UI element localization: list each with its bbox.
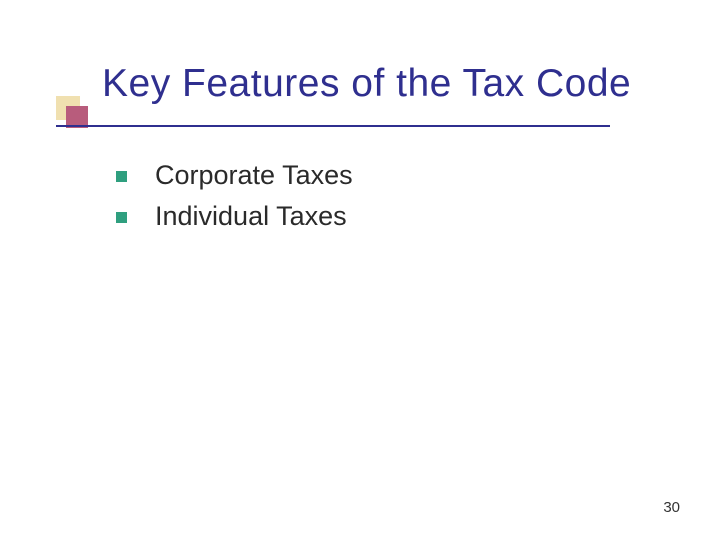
- list-item: Individual Taxes: [116, 201, 353, 232]
- list-item: Corporate Taxes: [116, 160, 353, 191]
- title-underline: [56, 125, 610, 127]
- bullet-label: Corporate Taxes: [155, 160, 353, 191]
- square-bullet-icon: [116, 171, 127, 182]
- page-number: 30: [663, 499, 680, 516]
- bullet-list: Corporate Taxes Individual Taxes: [116, 160, 353, 242]
- square-bullet-icon: [116, 212, 127, 223]
- bullet-label: Individual Taxes: [155, 201, 347, 232]
- title-decoration: [56, 96, 86, 126]
- slide-title: Key Features of the Tax Code: [102, 62, 631, 106]
